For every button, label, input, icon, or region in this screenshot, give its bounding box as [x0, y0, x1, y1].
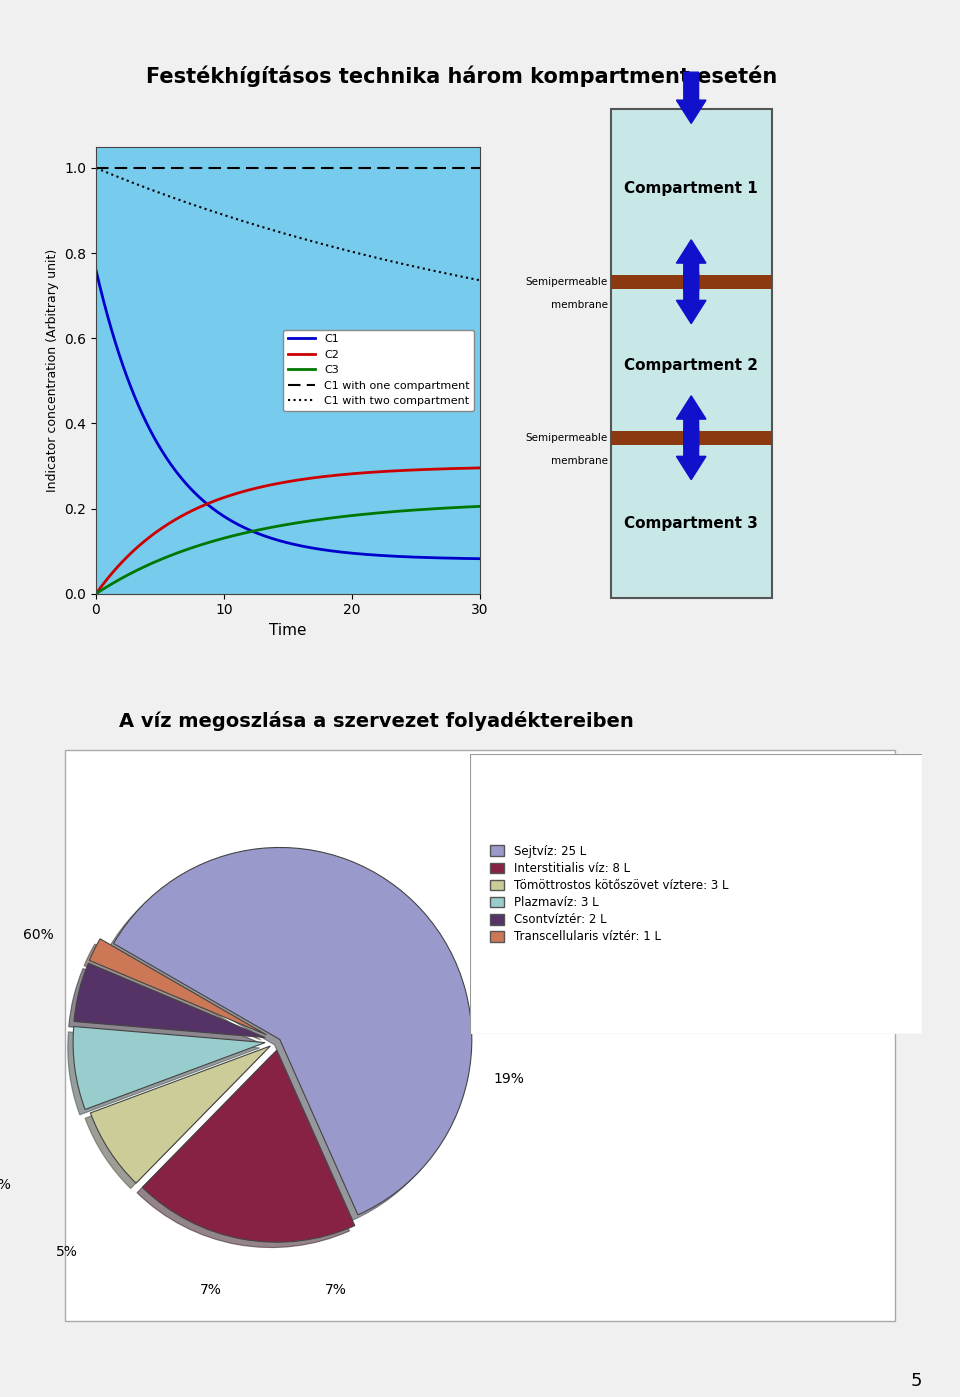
FancyBboxPatch shape [65, 750, 895, 1322]
Text: Festékhígításos technika három kompartment esetén: Festékhígításos technika három kompartme… [146, 66, 778, 88]
Text: 60%: 60% [23, 928, 54, 942]
Bar [611, 109, 772, 598]
Bar [611, 430, 772, 444]
Text: Semipermeable: Semipermeable [526, 277, 608, 286]
FancyArrow shape [677, 73, 706, 123]
Text: 7%: 7% [201, 1284, 222, 1298]
Text: 2%: 2% [0, 1178, 11, 1192]
Text: 5%: 5% [57, 1245, 78, 1259]
Text: 7%: 7% [325, 1284, 347, 1298]
Wedge shape [74, 963, 265, 1038]
Text: Compartment 1: Compartment 1 [624, 182, 758, 196]
Legend: C1, C2, C3, C1 with one compartment, C1 with two compartment: C1, C2, C3, C1 with one compartment, C1 … [283, 330, 474, 411]
Y-axis label: Indicator concentration (Arbitrary unit): Indicator concentration (Arbitrary unit) [46, 249, 59, 492]
Wedge shape [89, 939, 266, 1035]
Text: A víz megoszlása a szervezet folyadéktereiben: A víz megoszlása a szervezet folyadékter… [119, 711, 634, 731]
Wedge shape [142, 1051, 355, 1242]
Text: Compartment 3: Compartment 3 [624, 517, 758, 531]
Text: Semipermeable: Semipermeable [526, 433, 608, 443]
Text: membrane: membrane [551, 455, 608, 467]
Text: membrane: membrane [551, 300, 608, 310]
Wedge shape [113, 848, 471, 1215]
X-axis label: Time: Time [269, 623, 307, 638]
Text: 19%: 19% [493, 1071, 524, 1085]
FancyArrow shape [677, 429, 706, 479]
Wedge shape [90, 1046, 271, 1183]
Bar [611, 275, 772, 289]
Legend: Sejtvíz: 25 L, Interstitialis víz: 8 L, Tömöttrostos kötőszövet víztere: 3 L, Pl: Sejtvíz: 25 L, Interstitialis víz: 8 L, … [486, 840, 732, 949]
FancyArrow shape [677, 395, 706, 447]
FancyArrow shape [677, 240, 706, 291]
FancyArrow shape [677, 272, 706, 324]
Wedge shape [73, 1027, 265, 1109]
Text: 5: 5 [910, 1372, 922, 1390]
Text: Compartment 2: Compartment 2 [624, 358, 758, 373]
